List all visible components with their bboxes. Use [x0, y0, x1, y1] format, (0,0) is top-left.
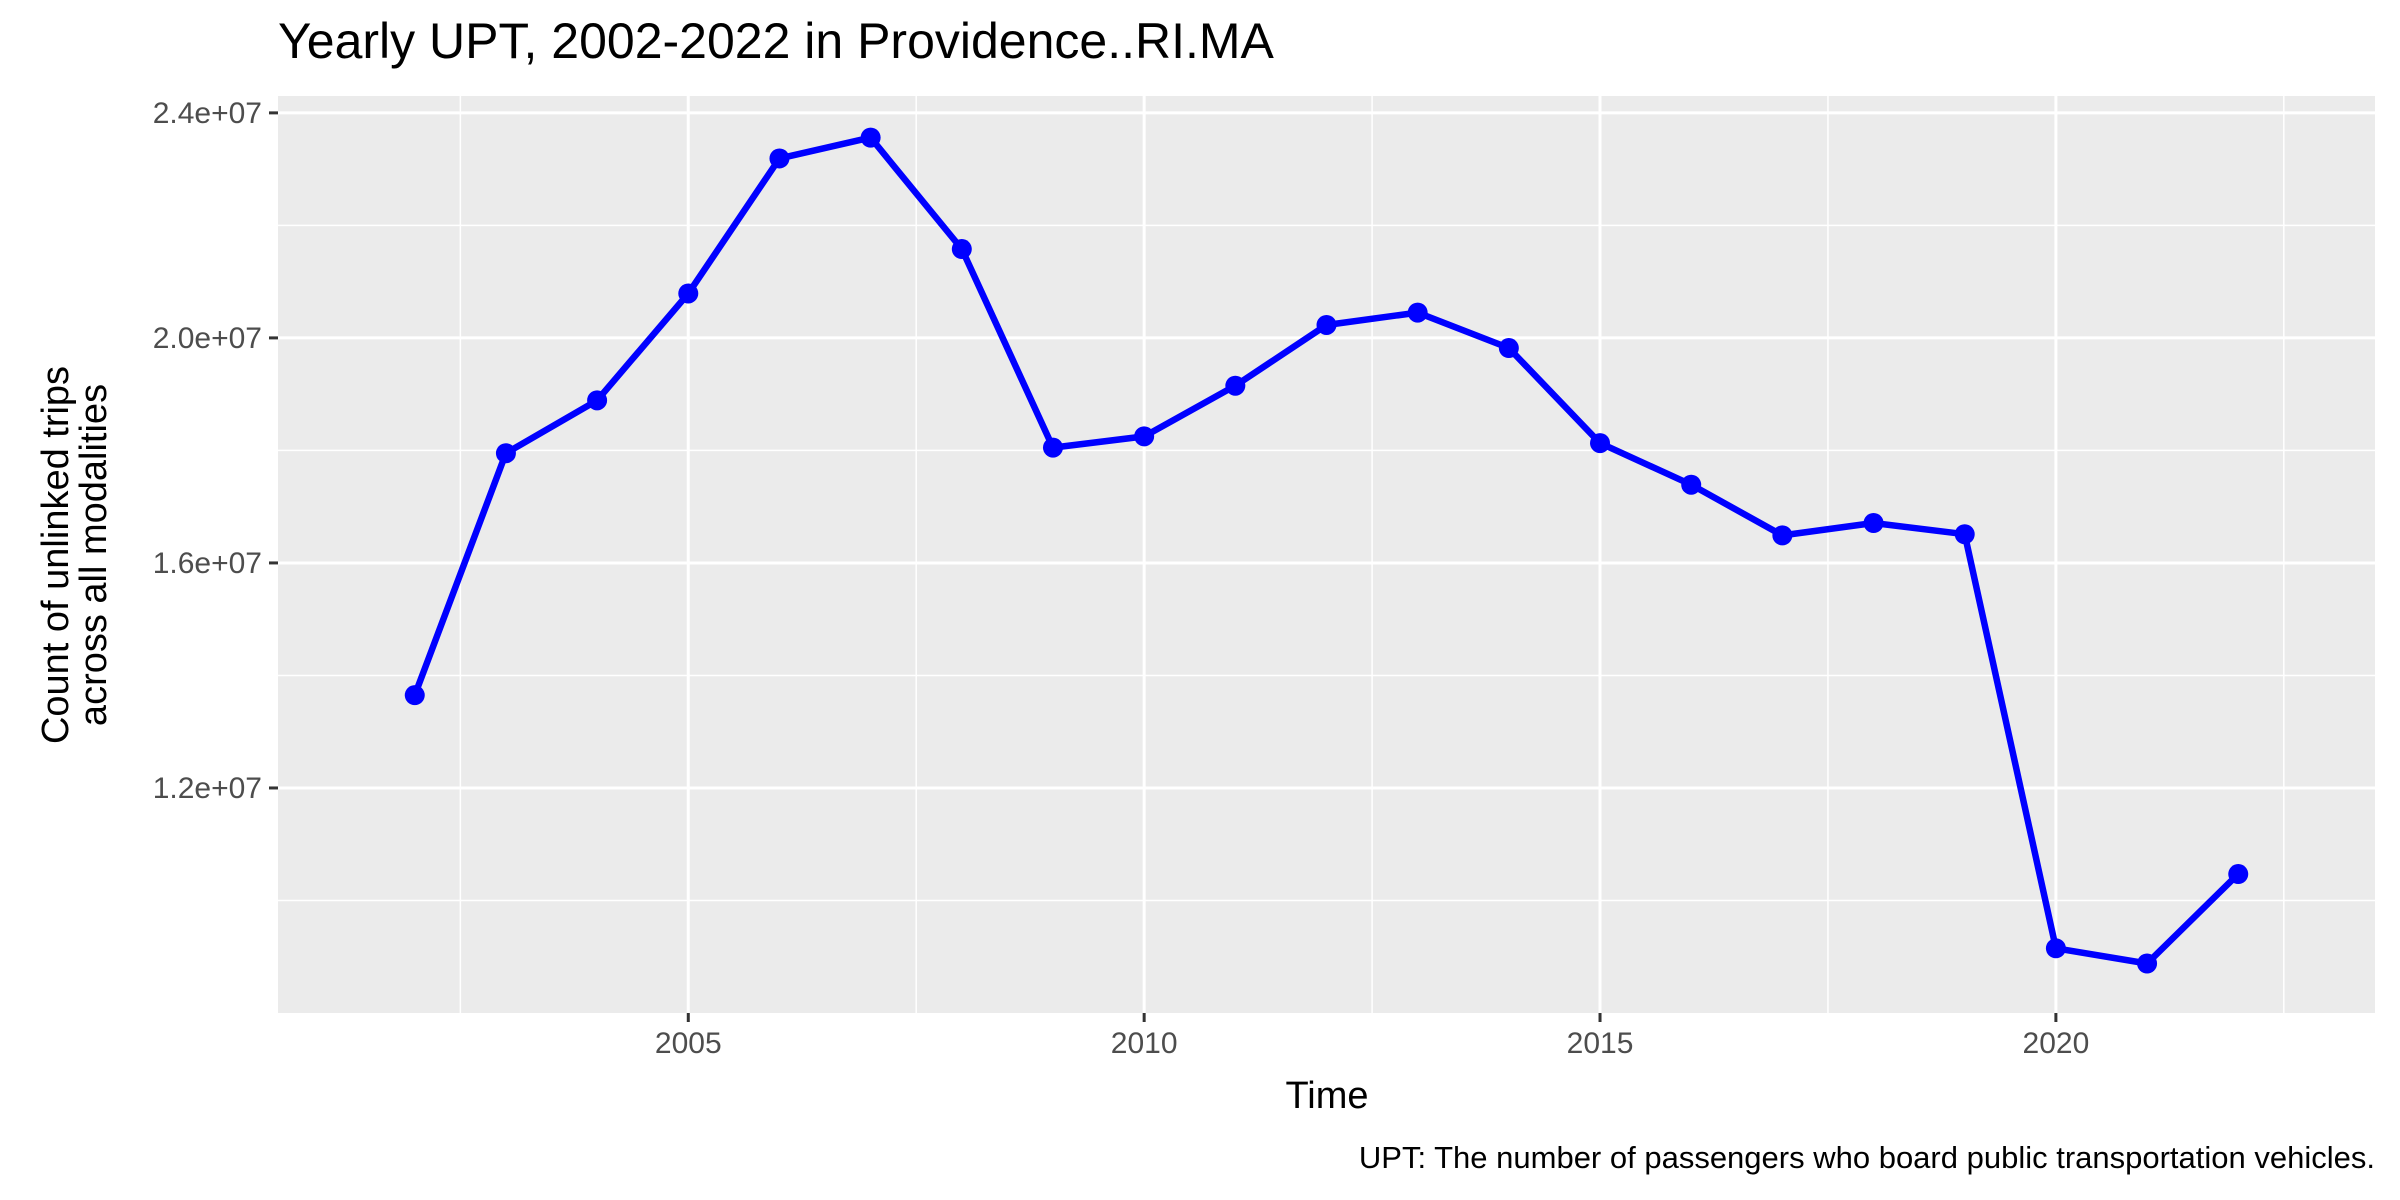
- data-point: [1772, 525, 1793, 546]
- y-tick-label: 1.2e+07: [153, 772, 262, 805]
- chart-caption: UPT: The number of passengers who board …: [1359, 1140, 2375, 1175]
- x-tick-label: 2020: [2023, 1027, 2090, 1060]
- y-axis-title-line-2: across all modalities: [73, 384, 115, 726]
- x-tick-label: 2005: [655, 1027, 722, 1060]
- axis-ticks: 2005 2010 2015 2020 1.2e+07 1.6e+07 2.0e+07 2.4…: [153, 97, 2090, 1060]
- data-point: [1225, 375, 1246, 396]
- data-point: [2045, 938, 2066, 959]
- y-tick-label: 2.0e+07: [153, 322, 262, 355]
- data-point: [495, 443, 516, 464]
- data-point: [1407, 302, 1428, 323]
- y-axis-title-line-1: Count of unlinked trips: [35, 366, 77, 744]
- data-point: [1590, 433, 1611, 454]
- data-point: [587, 390, 608, 411]
- major-gridlines: [278, 96, 2375, 1013]
- series-layer: [404, 127, 2249, 974]
- data-point: [1134, 426, 1155, 447]
- y-tick-label: 2.4e+07: [153, 97, 262, 130]
- data-point: [2228, 864, 2249, 885]
- y-axis-title: Count of unlinked trips across all modal…: [35, 366, 115, 744]
- data-point: [1316, 314, 1337, 335]
- data-point: [1042, 437, 1063, 458]
- data-point: [860, 127, 881, 148]
- y-tick-label: 1.6e+07: [153, 547, 262, 580]
- data-point: [2137, 953, 2158, 974]
- data-point: [404, 685, 425, 706]
- chart-title: Yearly UPT, 2002-2022 in Providence..RI.…: [278, 13, 1275, 69]
- data-point: [1954, 524, 1975, 545]
- data-point: [1863, 512, 1884, 533]
- data-point: [769, 148, 790, 169]
- data-point: [1498, 338, 1519, 359]
- data-point: [678, 283, 699, 304]
- x-tick-label: 2010: [1111, 1027, 1178, 1060]
- data-point: [1681, 474, 1702, 495]
- plot-panel: [278, 96, 2375, 1013]
- x-tick-label: 2015: [1567, 1027, 1634, 1060]
- minor-gridlines: [278, 96, 2375, 1013]
- x-axis-title: Time: [1285, 1075, 1368, 1117]
- data-point: [951, 239, 972, 260]
